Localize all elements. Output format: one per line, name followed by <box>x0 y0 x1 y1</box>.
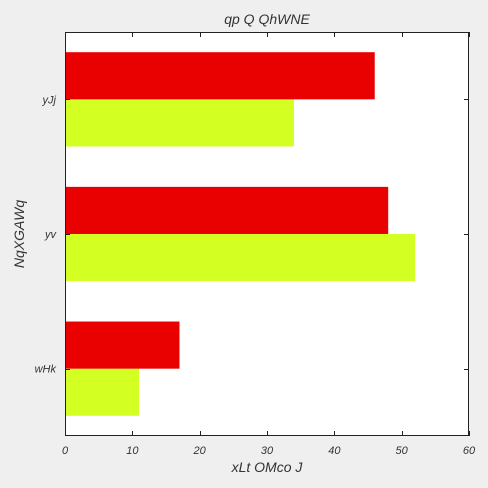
x-axis-label: xLt OMco J <box>231 459 304 475</box>
x-tick-label: 60 <box>463 445 476 457</box>
x-tick-label: 40 <box>328 445 341 457</box>
x-tick-label: 30 <box>261 445 274 457</box>
x-tick-label: 20 <box>193 445 207 457</box>
bar-yJj-series-2 <box>65 52 375 100</box>
x-tick-label: 50 <box>396 445 409 457</box>
bar-yv-series-1 <box>65 234 416 282</box>
bar-wHk-series-1 <box>65 368 140 416</box>
bar-yv-series-2 <box>65 186 389 234</box>
y-tick-label: wHk <box>35 364 57 376</box>
y-axis-label: NqXGAWq <box>11 200 27 268</box>
bar-yJj-series-1 <box>65 99 294 147</box>
x-tick-label: 10 <box>126 445 139 457</box>
chart-title: qp Q QhWNE <box>224 11 310 27</box>
bars <box>65 52 416 416</box>
y-tick-label: yJj <box>42 94 57 106</box>
bar-wHk-series-2 <box>65 321 180 369</box>
y-tick-label: yv <box>44 229 58 241</box>
x-tick-label: 0 <box>62 445 69 457</box>
axis-ticks: 0 10 20 30 40 50 60 wHk yv yJj <box>35 32 476 457</box>
